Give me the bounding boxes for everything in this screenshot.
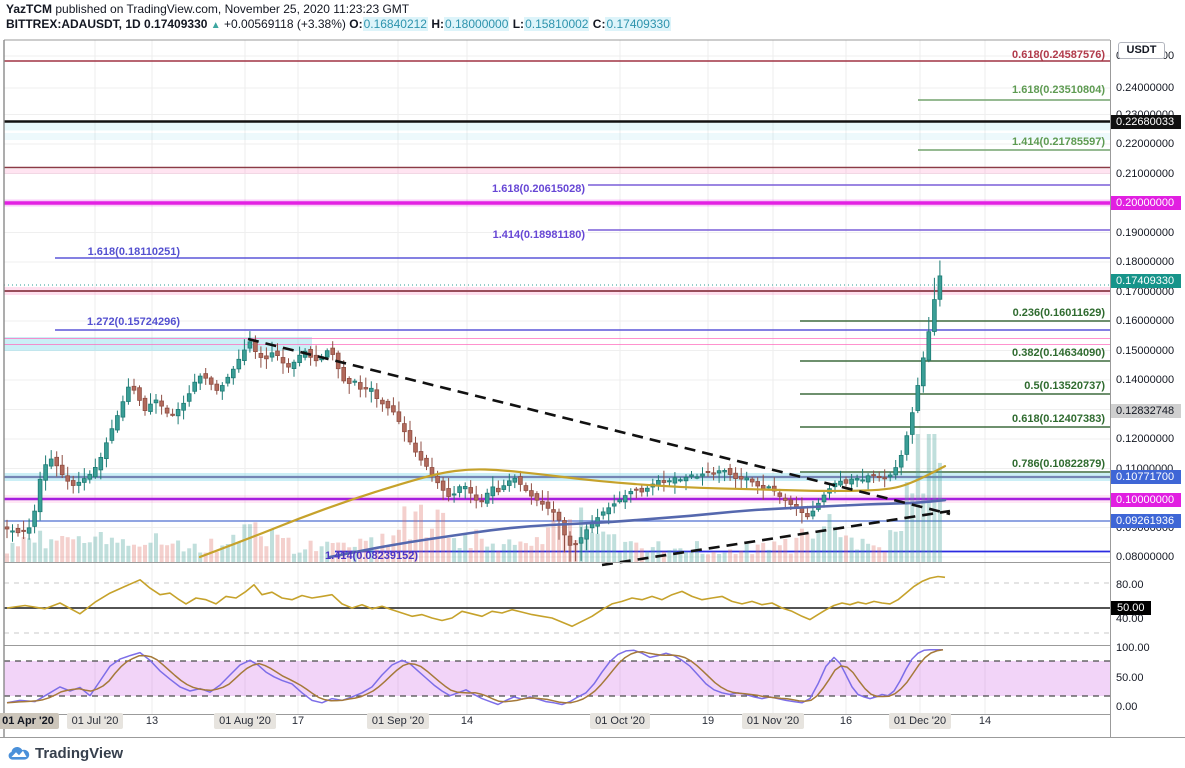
fib-level-label: 1.414(0.18981180) <box>492 229 585 241</box>
ohlc-key: C: <box>589 17 606 31</box>
time-axis-label: 16 <box>839 715 853 727</box>
price-tick: 0.14000000 <box>1116 374 1175 386</box>
price-badge: 0.20000000 <box>1111 196 1181 210</box>
last-price: 0.17409330 <box>144 17 208 31</box>
tradingview-logo-icon <box>8 746 30 760</box>
fib-level-label: 0.382(0.14634090) <box>1012 347 1105 359</box>
ohlc-value: 0.18000000 <box>443 17 510 31</box>
fib-level-label: 1.272(0.15724296) <box>87 316 180 328</box>
price-badge: 0.10771700 <box>1111 470 1181 484</box>
price-tick: 0.17000000 <box>1116 285 1175 298</box>
symbol-title: BITTREX:ADAUSDT, 1D <box>6 17 141 31</box>
price-tick: 0.15000000 <box>1116 344 1175 357</box>
fib-level-label: 1.414(0.21785597) <box>1012 136 1105 148</box>
price-badge: 0.12832748 <box>1111 404 1181 418</box>
ohlc-key: H: <box>427 17 444 31</box>
time-axis-label: 13 <box>145 715 159 727</box>
time-axis-label: 01 Aug '20 <box>200 713 290 729</box>
price-tick: 0.12000000 <box>1116 433 1175 445</box>
fib-level-label: 0.5(0.13520737) <box>1024 380 1105 392</box>
time-axis-label: 17 <box>291 715 305 727</box>
time-axis-label: 01 Jul '20 <box>50 713 140 729</box>
fib-level-label: 1.618(0.23510804) <box>1012 84 1105 96</box>
publish-header: YazTCM published on TradingView.com, Nov… <box>6 2 409 16</box>
price-tick: 0.21000000 <box>1116 167 1175 180</box>
footer-bar: TradingView <box>0 738 1185 768</box>
indicator-tick: 50.00 <box>1116 672 1144 684</box>
author-name: YazTCM <box>6 2 53 16</box>
price-tick: 0.08000000 <box>1116 551 1175 563</box>
price-tick: 0.24000000 <box>1116 82 1175 94</box>
indicator-tick: 80.00 <box>1116 579 1144 591</box>
time-axis-label: 01 Oct '20 <box>575 713 665 729</box>
price-change: +0.00569118 (+3.38%) <box>224 17 346 31</box>
symbol-header: BITTREX:ADAUSDT, 1D 0.17409330 ▲ +0.0056… <box>6 17 671 33</box>
time-axis-label: 01 Dec '20 <box>875 713 965 729</box>
time-axis-label: 14 <box>978 715 992 727</box>
ohlc-values: O:0.16840212 H:0.18000000 L:0.15810002 C… <box>349 17 671 31</box>
time-axis-label: 14 <box>460 715 474 727</box>
price-tick: 0.19000000 <box>1116 226 1175 239</box>
indicator-tick: 100.00 <box>1116 642 1150 654</box>
ohlc-key: L: <box>509 17 525 31</box>
price-badge: 0.10000000 <box>1111 493 1181 507</box>
brand-text: TradingView <box>35 744 124 762</box>
fib-level-label: 1.618(0.20615028) <box>492 183 585 195</box>
price-badge: 0.17409330 <box>1111 274 1181 288</box>
time-axis-label: 19 <box>701 715 715 727</box>
ohlc-value: 0.16840212 <box>362 17 428 31</box>
fib-level-label: 0.618(0.24587576) <box>1012 49 1105 61</box>
price-tick: 0.16000000 <box>1116 315 1175 327</box>
fib-level-label: 0.236(0.16011629) <box>1012 307 1105 319</box>
fib-level-label: 0.618(0.12407383) <box>1012 413 1105 425</box>
indicator-badge: 50.00 <box>1111 601 1151 615</box>
price-tick: 0.18000000 <box>1116 256 1175 268</box>
price-axis-currency-button[interactable]: USDT <box>1118 42 1165 59</box>
fib-level-label: 1.414(0.08239152) <box>325 550 418 562</box>
publish-info: published on TradingView.com, November 2… <box>52 2 410 16</box>
fib-level-label: 0.786(0.10822879) <box>1012 458 1105 470</box>
time-axis-label: 01 Sep '20 <box>353 713 443 729</box>
ohlc-value: 0.15810002 <box>524 17 590 31</box>
indicator-tick: 40.00 <box>1116 613 1144 625</box>
price-tick: 0.22000000 <box>1116 138 1175 150</box>
time-axis-label: 01 Nov '20 <box>728 713 818 729</box>
price-badge: 0.09261936 <box>1111 514 1181 528</box>
indicator-tick: 0.00 <box>1116 701 1138 713</box>
fib-level-label: 1.618(0.18110251) <box>87 246 180 258</box>
price-badge: 0.22680033 <box>1111 114 1181 129</box>
time-axis-label: 01 Apr '20 <box>0 713 73 729</box>
up-arrow-icon: ▲ <box>210 20 221 31</box>
ohlc-value: 0.17409330 <box>605 17 671 31</box>
ohlc-key: O: <box>349 17 363 31</box>
tradingview-brand[interactable]: TradingView <box>8 745 123 762</box>
